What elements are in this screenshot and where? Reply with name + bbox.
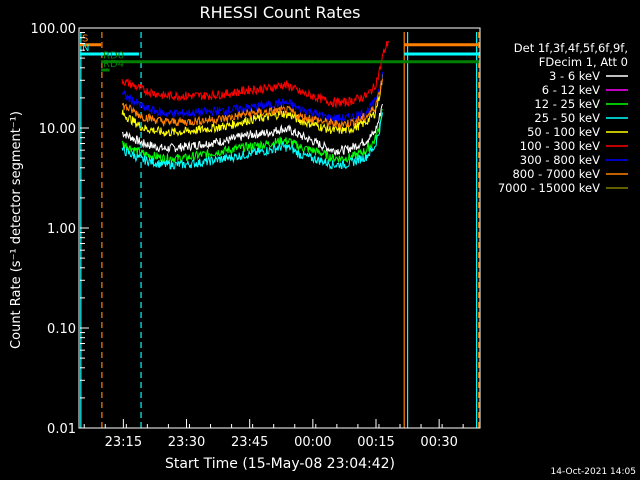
y-tick-label: 100.00	[31, 22, 77, 37]
legend-entry-label: 12 - 25 keV	[534, 97, 600, 111]
legend-entry-label: 6 - 12 keV	[542, 83, 600, 97]
series-line	[121, 79, 383, 130]
legend-entry-label: 100 - 300 keV	[520, 139, 600, 153]
x-tick-label: 23:30	[168, 435, 205, 450]
flag-label-n: N	[82, 43, 89, 54]
series-line	[121, 71, 383, 123]
x-tick-label: 00:30	[420, 435, 457, 450]
series-line	[121, 103, 383, 156]
legend-header-line-1: Det 1f,3f,4f,5f,6f,9f,	[514, 41, 628, 55]
legend-entry-label: 7000 - 15000 keV	[498, 181, 600, 195]
flag-label-rd0: RD0	[103, 51, 124, 62]
legend-header-line-2: FDecim 1, Att 0	[539, 55, 628, 69]
x-tick-label: 00:15	[357, 435, 394, 450]
y-tick-label: 10.00	[39, 122, 76, 137]
legend-entry-label: 300 - 800 keV	[520, 153, 600, 167]
timestamp: 14-Oct-2021 14:05	[551, 467, 636, 477]
flag-label-s: S	[82, 34, 88, 45]
y-tick-label: 0.10	[47, 322, 76, 337]
x-tick-label: 23:45	[231, 435, 268, 450]
series-line	[121, 40, 389, 109]
x-tick-label: 23:15	[105, 435, 142, 450]
legend-entry-label: 50 - 100 keV	[527, 125, 600, 139]
y-axis-ticks: 0.01 0.10 1.00 10.00 100.00	[31, 22, 89, 437]
x-tick-label: 00:00	[294, 435, 331, 450]
x-axis-label: Start Time (15-May-08 23:04:42)	[165, 456, 395, 472]
series-line	[121, 112, 383, 170]
y-tick-label: 1.00	[47, 222, 76, 237]
flag-label-rd4: RD4	[103, 59, 124, 70]
y-tick-label: 0.01	[47, 422, 76, 437]
legend-entry-label: 800 - 7000 keV	[512, 167, 600, 181]
y-axis-label: Count Rate (s⁻¹ detector segment⁻¹)	[9, 111, 24, 349]
legend-entry-label: 25 - 50 keV	[534, 111, 600, 125]
x-axis-ticks: 23:15 23:30 23:45 00:00 00:15 00:30	[83, 419, 464, 450]
legend-entry-label: 3 - 6 keV	[549, 69, 600, 83]
chart-title: RHESSI Count Rates	[200, 3, 361, 22]
plot-frame	[78, 27, 481, 429]
